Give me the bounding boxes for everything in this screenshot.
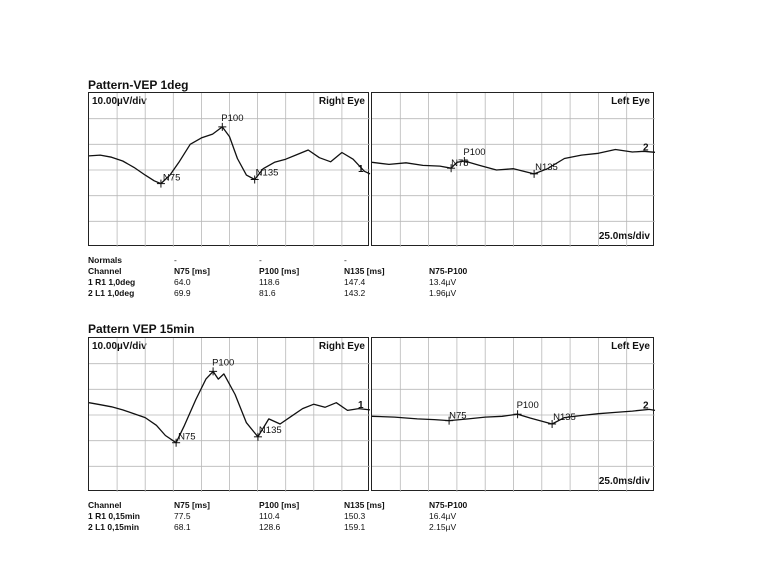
cell-p100: 110.4 [259, 511, 280, 521]
waveform-15min-right: 1 N75 P100 N135 [88, 338, 371, 492]
series-line-1 [88, 126, 371, 185]
peak-label-p100: P100 [212, 357, 234, 368]
left-eye-label: Left Eye [611, 341, 650, 352]
series-line-2 [371, 148, 656, 175]
cell-amplitude: 16.4µV [429, 511, 457, 521]
channel-end-label: 2 [643, 142, 649, 153]
cell-channel: 2 L1 0,15min [88, 522, 140, 532]
cell-channel: 1 R1 0,15min [88, 511, 140, 521]
channel-end-label: 1 [358, 164, 364, 175]
normals-n135: - [344, 255, 347, 265]
header-p100: P100 [ms] [259, 500, 300, 510]
section-title-15min: Pattern VEP 15min [88, 322, 195, 336]
plot-1deg-left-eye: Left Eye 25.0ms/div 2 N75 P100 N135 [371, 92, 656, 247]
normals-p100: - [259, 255, 262, 265]
peak-label-p100: P100 [463, 147, 485, 158]
normals-label: Normals [88, 255, 123, 265]
cell-n75: 77.5 [174, 511, 191, 521]
cell-channel: 2 L1 1,0deg [88, 288, 135, 298]
header-p100: P100 [ms] [259, 266, 300, 276]
cell-p100: 128.6 [259, 522, 281, 532]
cell-n135: 150.3 [344, 511, 366, 521]
series-line-2 [371, 408, 656, 425]
cell-p100: 81.6 [259, 288, 276, 298]
cell-n75: 68.1 [174, 522, 191, 532]
scale-label: 10.00µV/div [92, 341, 147, 352]
header-n75: N75 [ms] [174, 266, 210, 276]
grid [372, 93, 655, 247]
cell-n135: 159.1 [344, 522, 366, 532]
time-scale-label: 25.0ms/div [598, 476, 650, 487]
channel-end-label: 2 [643, 400, 649, 411]
cell-p100: 118.6 [259, 277, 280, 287]
peak-label-n135: N135 [535, 162, 558, 173]
series-line-1 [88, 370, 371, 444]
grid [89, 338, 370, 492]
cell-n75: 69.9 [174, 288, 191, 298]
peak-label-n135: N135 [256, 167, 279, 178]
cell-n135: 147.4 [344, 277, 366, 287]
header-n75: N75 [ms] [174, 500, 210, 510]
waveform-15min-left: 2 N75 P100 N135 [371, 338, 656, 492]
header-channel: Channel [88, 500, 122, 510]
peak-label-p100: P100 [221, 113, 243, 124]
plot-15min-right-eye: 10.00µV/div Right Eye 1 N75 P100 N135 [88, 337, 371, 492]
scale-label: 10.00µV/div [92, 96, 147, 107]
channel-end-label: 1 [358, 400, 364, 411]
peak-label-n75: N75 [163, 173, 180, 184]
cell-amplitude: 13.4µV [429, 277, 457, 287]
peak-label-n75: N75 [449, 411, 466, 422]
header-channel: Channel [88, 266, 122, 276]
peak-label-n75: N75 [451, 158, 468, 169]
peak-label-n135: N135 [553, 412, 576, 423]
peak-label-n75: N75 [178, 432, 195, 443]
left-eye-label: Left Eye [611, 96, 650, 107]
cell-amplitude: 2.15µV [429, 522, 457, 532]
normals-n75: - [174, 255, 177, 265]
header-n135: N135 [ms] [344, 266, 385, 276]
waveform-1deg-right: 1 N75 P100 N135 [88, 93, 371, 247]
time-scale-label: 25.0ms/div [598, 231, 650, 242]
cell-n135: 143.2 [344, 288, 366, 298]
plot-15min-left-eye: Left Eye 25.0ms/div 2 N75 P100 N135 [371, 337, 656, 492]
section-title-1deg: Pattern-VEP 1deg [88, 78, 189, 92]
cell-n75: 64.0 [174, 277, 191, 287]
cell-amplitude: 1.96µV [429, 288, 457, 298]
header-n135: N135 [ms] [344, 500, 385, 510]
grid [89, 93, 370, 247]
plot-1deg-right-eye: 10.00µV/div Right Eye 1 N75 P100 N135 [88, 92, 371, 247]
header-n75-p100: N75-P100 [429, 500, 468, 510]
header-n75-p100: N75-P100 [429, 266, 468, 276]
peak-label-p100: P100 [517, 400, 539, 411]
peak-label-n135: N135 [259, 425, 282, 436]
cell-channel: 1 R1 1,0deg [88, 277, 136, 287]
